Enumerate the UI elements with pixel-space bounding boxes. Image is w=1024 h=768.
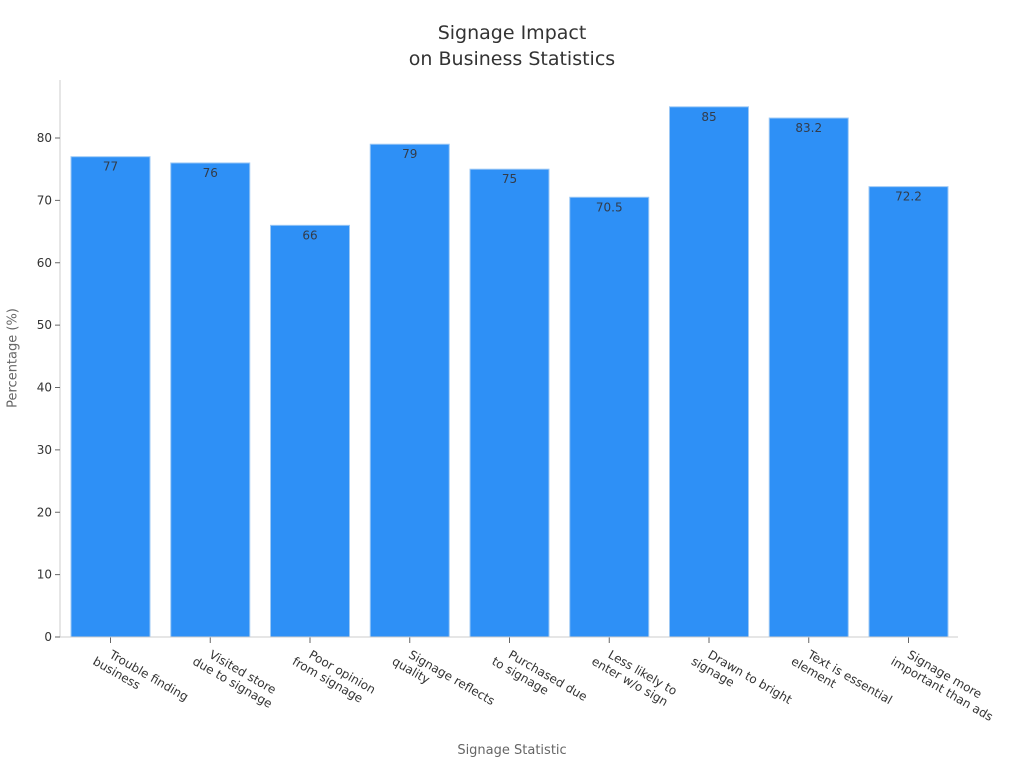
bar bbox=[569, 196, 650, 638]
bar-value-label: 83.2 bbox=[795, 121, 822, 135]
bar bbox=[270, 224, 350, 638]
bar bbox=[70, 156, 151, 638]
y-axis-label: Percentage (%) bbox=[5, 308, 21, 408]
chart-title-line1: Signage Impact bbox=[437, 22, 587, 44]
bar bbox=[669, 106, 749, 638]
y-tick-label: 60 bbox=[37, 256, 52, 270]
y-tick-label: 10 bbox=[37, 568, 52, 582]
bar-value-label: 66 bbox=[302, 228, 317, 242]
bar-value-label: 72.2 bbox=[895, 190, 922, 204]
y-tick-label: 0 bbox=[44, 630, 52, 644]
y-tick-label: 50 bbox=[37, 318, 52, 332]
bar bbox=[768, 117, 849, 638]
chart-title-line2: on Business Statistics bbox=[408, 48, 616, 70]
bar-value-label: 70.5 bbox=[596, 200, 623, 214]
bar-value-label: 76 bbox=[203, 166, 218, 180]
x-axis-label: Signage Statistic bbox=[457, 743, 567, 758]
bar bbox=[369, 143, 450, 638]
y-tick-label: 30 bbox=[37, 443, 52, 457]
y-tick-label: 70 bbox=[37, 193, 52, 207]
y-tick-label: 80 bbox=[37, 131, 52, 145]
bar-value-label: 75 bbox=[502, 172, 517, 186]
y-tick-label: 20 bbox=[37, 505, 52, 519]
bar-value-label: 79 bbox=[402, 147, 417, 161]
bar bbox=[170, 162, 251, 638]
bar-value-label: 77 bbox=[103, 160, 118, 174]
y-tick-label: 40 bbox=[37, 381, 52, 395]
bar bbox=[868, 186, 949, 638]
bar-value-label: 85 bbox=[701, 110, 716, 124]
bars-group: 77 76 66 79 75 70.5 85 83.2 72.2 bbox=[70, 106, 949, 638]
bar bbox=[469, 168, 550, 638]
